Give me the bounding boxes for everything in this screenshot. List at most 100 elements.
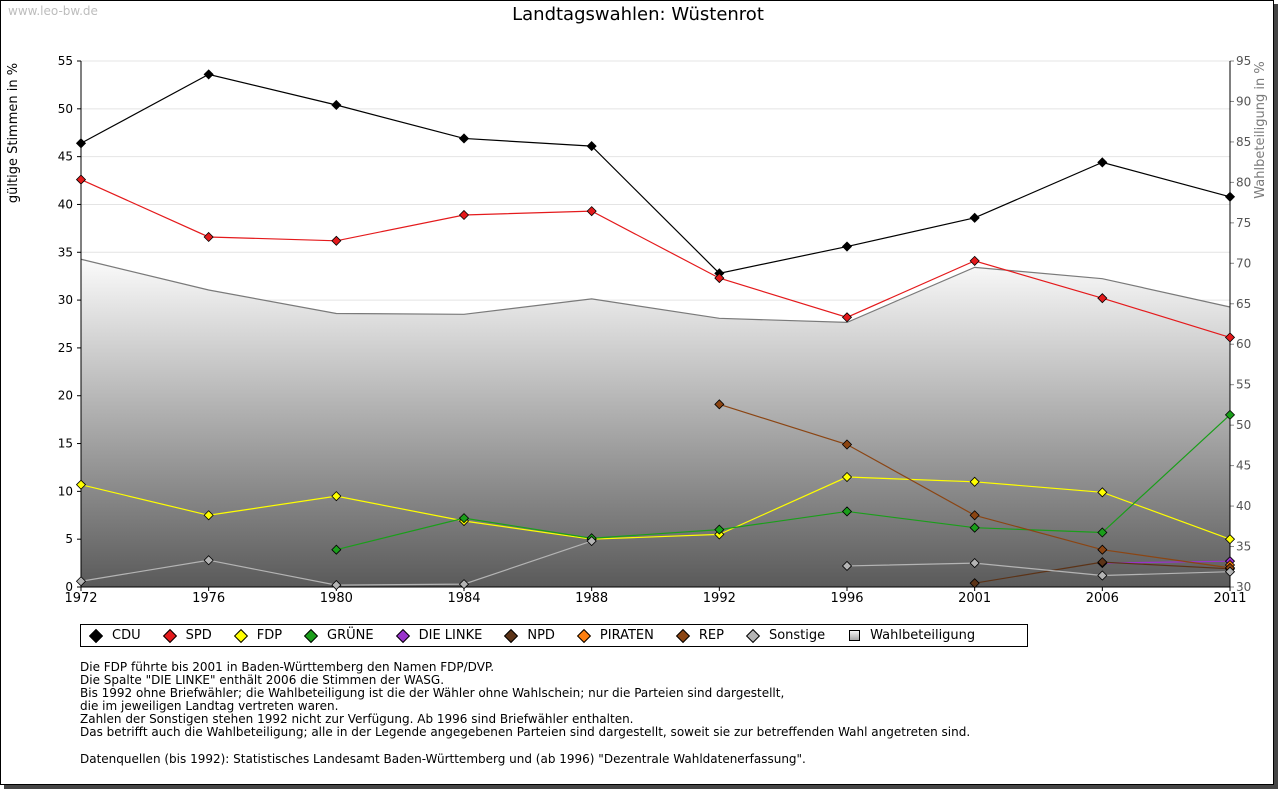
- data-point-cdu: [75, 138, 87, 149]
- legend-item-fdp: FDP: [233, 628, 283, 643]
- data-point-gr-ne: [1097, 527, 1108, 538]
- y-tick-label: 0: [65, 580, 73, 594]
- data-point-spd: [75, 174, 87, 185]
- legend-marker-dot: [576, 628, 591, 643]
- legend-label: Wahlbeteiligung: [870, 628, 976, 643]
- data-point-spd: [1224, 332, 1236, 343]
- legend-marker-dot: [162, 628, 177, 643]
- series-line-spd: [80, 179, 1231, 338]
- legend-item-rep: REP: [675, 628, 724, 643]
- chart-svg: 0 5 10 15 20 25 30 35 40 45 50 55 30 35 40 45 50 55 60 65 70…: [6, 54, 1268, 606]
- legend-item-piraten: PIRATEN: [576, 628, 654, 643]
- y2-tick-label: 55: [1236, 378, 1251, 392]
- data-point-spd: [841, 312, 853, 323]
- legend-marker: [504, 628, 519, 643]
- data-point-cdu: [203, 69, 214, 80]
- data-point-spd: [969, 255, 980, 266]
- x-tick-label: 1996: [830, 591, 863, 606]
- legend-marker: [88, 628, 104, 643]
- y2-tick-label: 75: [1236, 216, 1251, 230]
- legend-marker: [675, 628, 690, 643]
- y2-tick-label: 40: [1236, 499, 1251, 513]
- data-point-sonstige: [841, 560, 853, 572]
- x-tick-label: 1984: [447, 591, 480, 606]
- legend-item-gr-ne: GRÜNE: [303, 628, 374, 643]
- x-tick-label: 2001: [958, 591, 991, 606]
- note-line: Die FDP führte bis 2001 in Baden-Württem…: [80, 660, 495, 674]
- series-line-cdu: [80, 73, 1231, 274]
- data-point-npd: [1097, 557, 1108, 568]
- legend-label: NPD: [527, 628, 555, 643]
- legend-label: FDP: [256, 628, 283, 643]
- data-point-sonstige: [331, 580, 342, 591]
- legend-marker: [303, 628, 319, 643]
- legend-marker: [395, 628, 410, 643]
- legend-marker-dot: [395, 628, 410, 643]
- data-point-cdu: [969, 212, 980, 223]
- y-tick-label: 15: [58, 437, 73, 451]
- legend-item-sonstige: Sonstige: [745, 628, 825, 643]
- legend-marker-dot: [745, 628, 761, 643]
- legend-marker-square: [848, 630, 860, 641]
- turnout-line: [80, 258, 1231, 323]
- data-point-sonstige: [1097, 570, 1108, 581]
- legend-item-npd: NPD: [504, 628, 555, 643]
- data-point-sonstige: [586, 536, 597, 547]
- watermark: www.leo-bw.de: [8, 4, 98, 18]
- legend-marker: [847, 629, 861, 643]
- y-tick-label: 5: [65, 532, 73, 546]
- legend-label: DIE LINKE: [418, 628, 483, 643]
- legend-item-spd: SPD: [162, 628, 212, 643]
- x-tick-label: 2006: [1086, 591, 1119, 606]
- data-source: Datenquellen (bis 1992): Statistisches L…: [80, 752, 806, 766]
- data-point-spd: [1097, 293, 1108, 304]
- y-tick-label: 55: [58, 54, 73, 68]
- data-point-gr-ne: [714, 524, 725, 535]
- data-point-gr-ne: [458, 513, 470, 524]
- data-point-fdp: [203, 510, 214, 521]
- data-point-sonstige: [75, 576, 87, 587]
- y-tick-label: 45: [58, 150, 73, 164]
- data-point-gr-ne: [331, 544, 342, 555]
- y2-tick-label: 60: [1236, 337, 1251, 351]
- data-point-rep: [841, 439, 853, 450]
- legend-label: SPD: [185, 628, 212, 643]
- data-point-cdu: [458, 133, 470, 144]
- data-point-spd: [458, 209, 470, 221]
- turnout-fill: [81, 259, 1230, 587]
- y2-tick-label: 85: [1236, 135, 1251, 149]
- y-tick-label: 10: [58, 484, 73, 498]
- series-line-gr-ne: [336, 414, 1231, 551]
- y-axis-label: gültige Stimmen in %: [6, 63, 21, 203]
- legend-label: CDU: [112, 628, 141, 643]
- data-point-cdu: [331, 99, 342, 111]
- turnout-area: [80, 258, 1231, 587]
- y2-tick-label: 35: [1236, 540, 1251, 554]
- y2-axis-label: Wahlbeteiligung in %: [1253, 61, 1268, 198]
- x-tick-label: 1976: [192, 591, 225, 606]
- y-tick-label: 35: [58, 245, 73, 259]
- data-point-fdp: [331, 491, 342, 502]
- legend-marker: [576, 628, 591, 643]
- legend-item-cdu: CDU: [88, 628, 141, 643]
- y2-tick-label: 80: [1236, 175, 1251, 189]
- data-point-rep: [1097, 544, 1108, 555]
- legend-marker-dot: [88, 628, 104, 643]
- y-tick-label: 40: [58, 197, 73, 211]
- y2-tick-label: 70: [1236, 256, 1251, 270]
- data-point-gr-ne: [1224, 409, 1236, 420]
- data-point-gr-ne: [969, 522, 980, 533]
- legend-label: PIRATEN: [599, 628, 654, 643]
- x-tick-label: 1980: [320, 591, 353, 606]
- data-point-fdp: [1224, 534, 1236, 545]
- data-point-cdu: [1097, 157, 1108, 168]
- legend-marker: [233, 628, 248, 643]
- data-point-sonstige: [458, 579, 470, 590]
- data-point-fdp: [1097, 487, 1108, 498]
- legend-label: GRÜNE: [327, 628, 374, 643]
- data-point-npd: [969, 578, 980, 589]
- axes: 0 5 10 15 20 25 30 35 40 45 50 55 30 35 40 45 50 55 60 65 70…: [58, 54, 1252, 606]
- data-point-spd: [586, 206, 597, 217]
- data-point-sonstige: [1224, 566, 1236, 577]
- series-line-fdp: [80, 476, 1231, 540]
